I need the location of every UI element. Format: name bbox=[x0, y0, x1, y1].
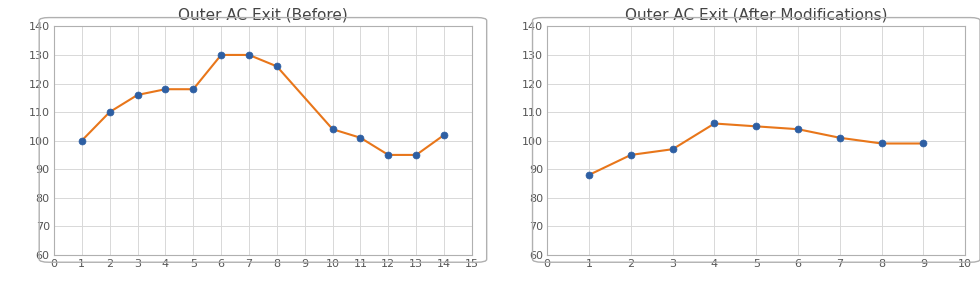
Title: Outer AC Exit (Before): Outer AC Exit (Before) bbox=[178, 7, 348, 23]
Title: Outer AC Exit (After Modifications): Outer AC Exit (After Modifications) bbox=[625, 7, 888, 23]
